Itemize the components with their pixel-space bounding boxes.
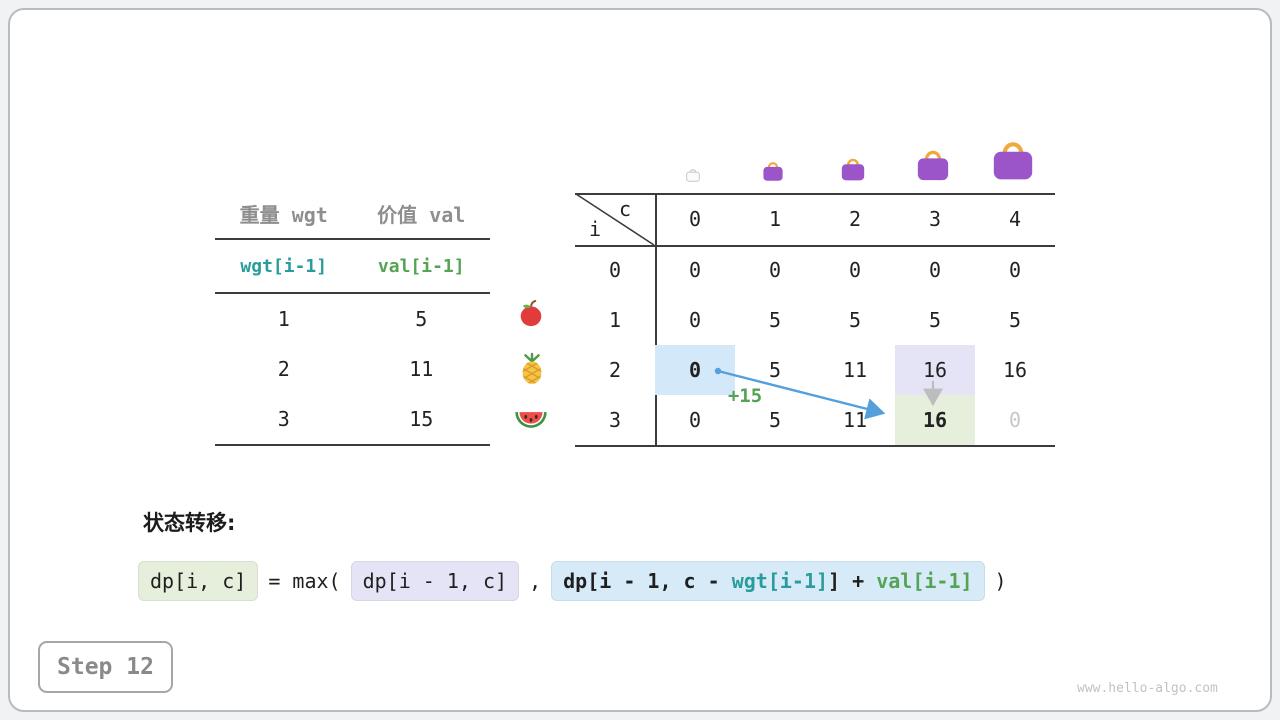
bag-icon-capacity-1 (763, 162, 783, 181)
corner-label-c: c (619, 197, 632, 221)
divider (215, 444, 490, 446)
item-table: 重量 wgt 价值 val wgt[i-1] val[i-1] 1 5 2 11… (215, 188, 490, 446)
col-header-0: 0 (688, 207, 702, 231)
divider (215, 292, 490, 294)
formula-take-part2: ] + (828, 569, 877, 593)
dp-cell-1-2: 5 (848, 308, 862, 332)
dp-cell-0-0: 0 (688, 258, 702, 282)
dp-cell-3-0: 0 (688, 408, 702, 432)
dp-table-top-border (575, 193, 1055, 195)
corner-label-i: i (589, 217, 602, 241)
step-badge: Step 12 (38, 641, 173, 693)
transition-label: 状态转移: (143, 511, 236, 535)
item-2-value: 11 (409, 357, 434, 381)
item-1-value: 5 (415, 307, 428, 331)
dp-cell-0-4: 0 (1008, 258, 1022, 282)
divider (215, 238, 490, 240)
item-row-3: 3 15 (215, 394, 490, 444)
pineapple-icon (522, 352, 542, 384)
dp-table-header-border (575, 245, 1055, 247)
dp-cell-2-3-source-highlight: 16 (895, 345, 975, 395)
row-header-0: 0 (608, 258, 622, 282)
col-header-3: 3 (928, 207, 942, 231)
bag-icon-capacity-0 (686, 168, 700, 182)
dp-cell-1-1: 5 (768, 308, 782, 332)
col-header-2: 2 (848, 207, 862, 231)
col-header-1: 1 (768, 207, 782, 231)
item-table-sub-val: val[i-1] (377, 255, 465, 277)
formula-option-take: dp[i - 1, c - wgt[i-1]] + val[i-1] (551, 561, 985, 601)
formula-dp-current: dp[i, c] (138, 561, 259, 601)
row-header-2: 2 (608, 358, 622, 382)
bag-icon-capacity-2 (841, 158, 865, 181)
item-table-subheader-row: wgt[i-1] val[i-1] (215, 240, 490, 292)
item-1-weight: 1 (277, 307, 290, 331)
dp-cell-1-4: 5 (1008, 308, 1022, 332)
bag-icon-capacity-4 (993, 142, 1033, 180)
dp-cell-2-2: 11 (842, 358, 868, 382)
site-watermark: www.hello-algo.com (1077, 681, 1218, 696)
formula-take-val: val[i-1] (876, 569, 973, 593)
item-table-header-row: 重量 wgt 价值 val (215, 188, 490, 238)
formula-close-paren: ) (994, 569, 1007, 593)
dp-table-bottom-border (575, 445, 1055, 447)
apple-icon (520, 299, 542, 327)
value-added-annotation: +15 (727, 385, 763, 407)
item-3-weight: 3 (277, 407, 290, 431)
corner-diagonal-line (575, 193, 655, 246)
item-2-weight: 2 (277, 357, 290, 381)
col-header-4: 4 (1008, 207, 1022, 231)
formula-comma: , (529, 569, 542, 593)
row-header-3: 3 (608, 408, 622, 432)
dp-cell-2-4: 16 (1002, 358, 1028, 382)
item-table-header-weight: 重量 wgt (239, 202, 328, 227)
formula-take-part1: dp[i - 1, c - (563, 569, 732, 593)
dp-cell-3-2: 11 (842, 408, 868, 432)
dp-cell-0-3: 0 (928, 258, 942, 282)
dp-cell-0-1: 0 (768, 258, 782, 282)
dp-cell-1-0: 0 (688, 308, 702, 332)
item-row-1: 1 5 (215, 294, 490, 344)
item-row-2: 2 11 (215, 344, 490, 394)
dp-cell-1-3: 5 (928, 308, 942, 332)
item-3-value: 15 (409, 407, 434, 431)
row-header-1: 1 (608, 308, 622, 332)
formula-take-wgt: wgt[i-1] (731, 569, 829, 593)
dp-cell-3-4: 0 (1008, 408, 1022, 432)
dp-table-row-header-border (655, 193, 657, 447)
watermelon-icon (515, 412, 547, 428)
dp-cell-3-3-current-highlight: 16 (895, 395, 975, 445)
formula-eq-max: = max( (268, 569, 341, 593)
bag-icon-capacity-3 (917, 150, 949, 181)
item-table-header-value: 价值 val (377, 202, 466, 227)
item-table-sub-wgt: wgt[i-1] (240, 255, 328, 277)
dp-table: c i 0 1 2 3 4 0 1 2 3 0 0 0 0 0 0 5 5 5 … (575, 193, 1055, 447)
dp-cell-0-2: 0 (848, 258, 862, 282)
formula-option-skip: dp[i - 1, c] (350, 561, 520, 601)
transition-formula: dp[i, c] = max( dp[i - 1, c] , dp[i - 1,… (138, 561, 1007, 601)
